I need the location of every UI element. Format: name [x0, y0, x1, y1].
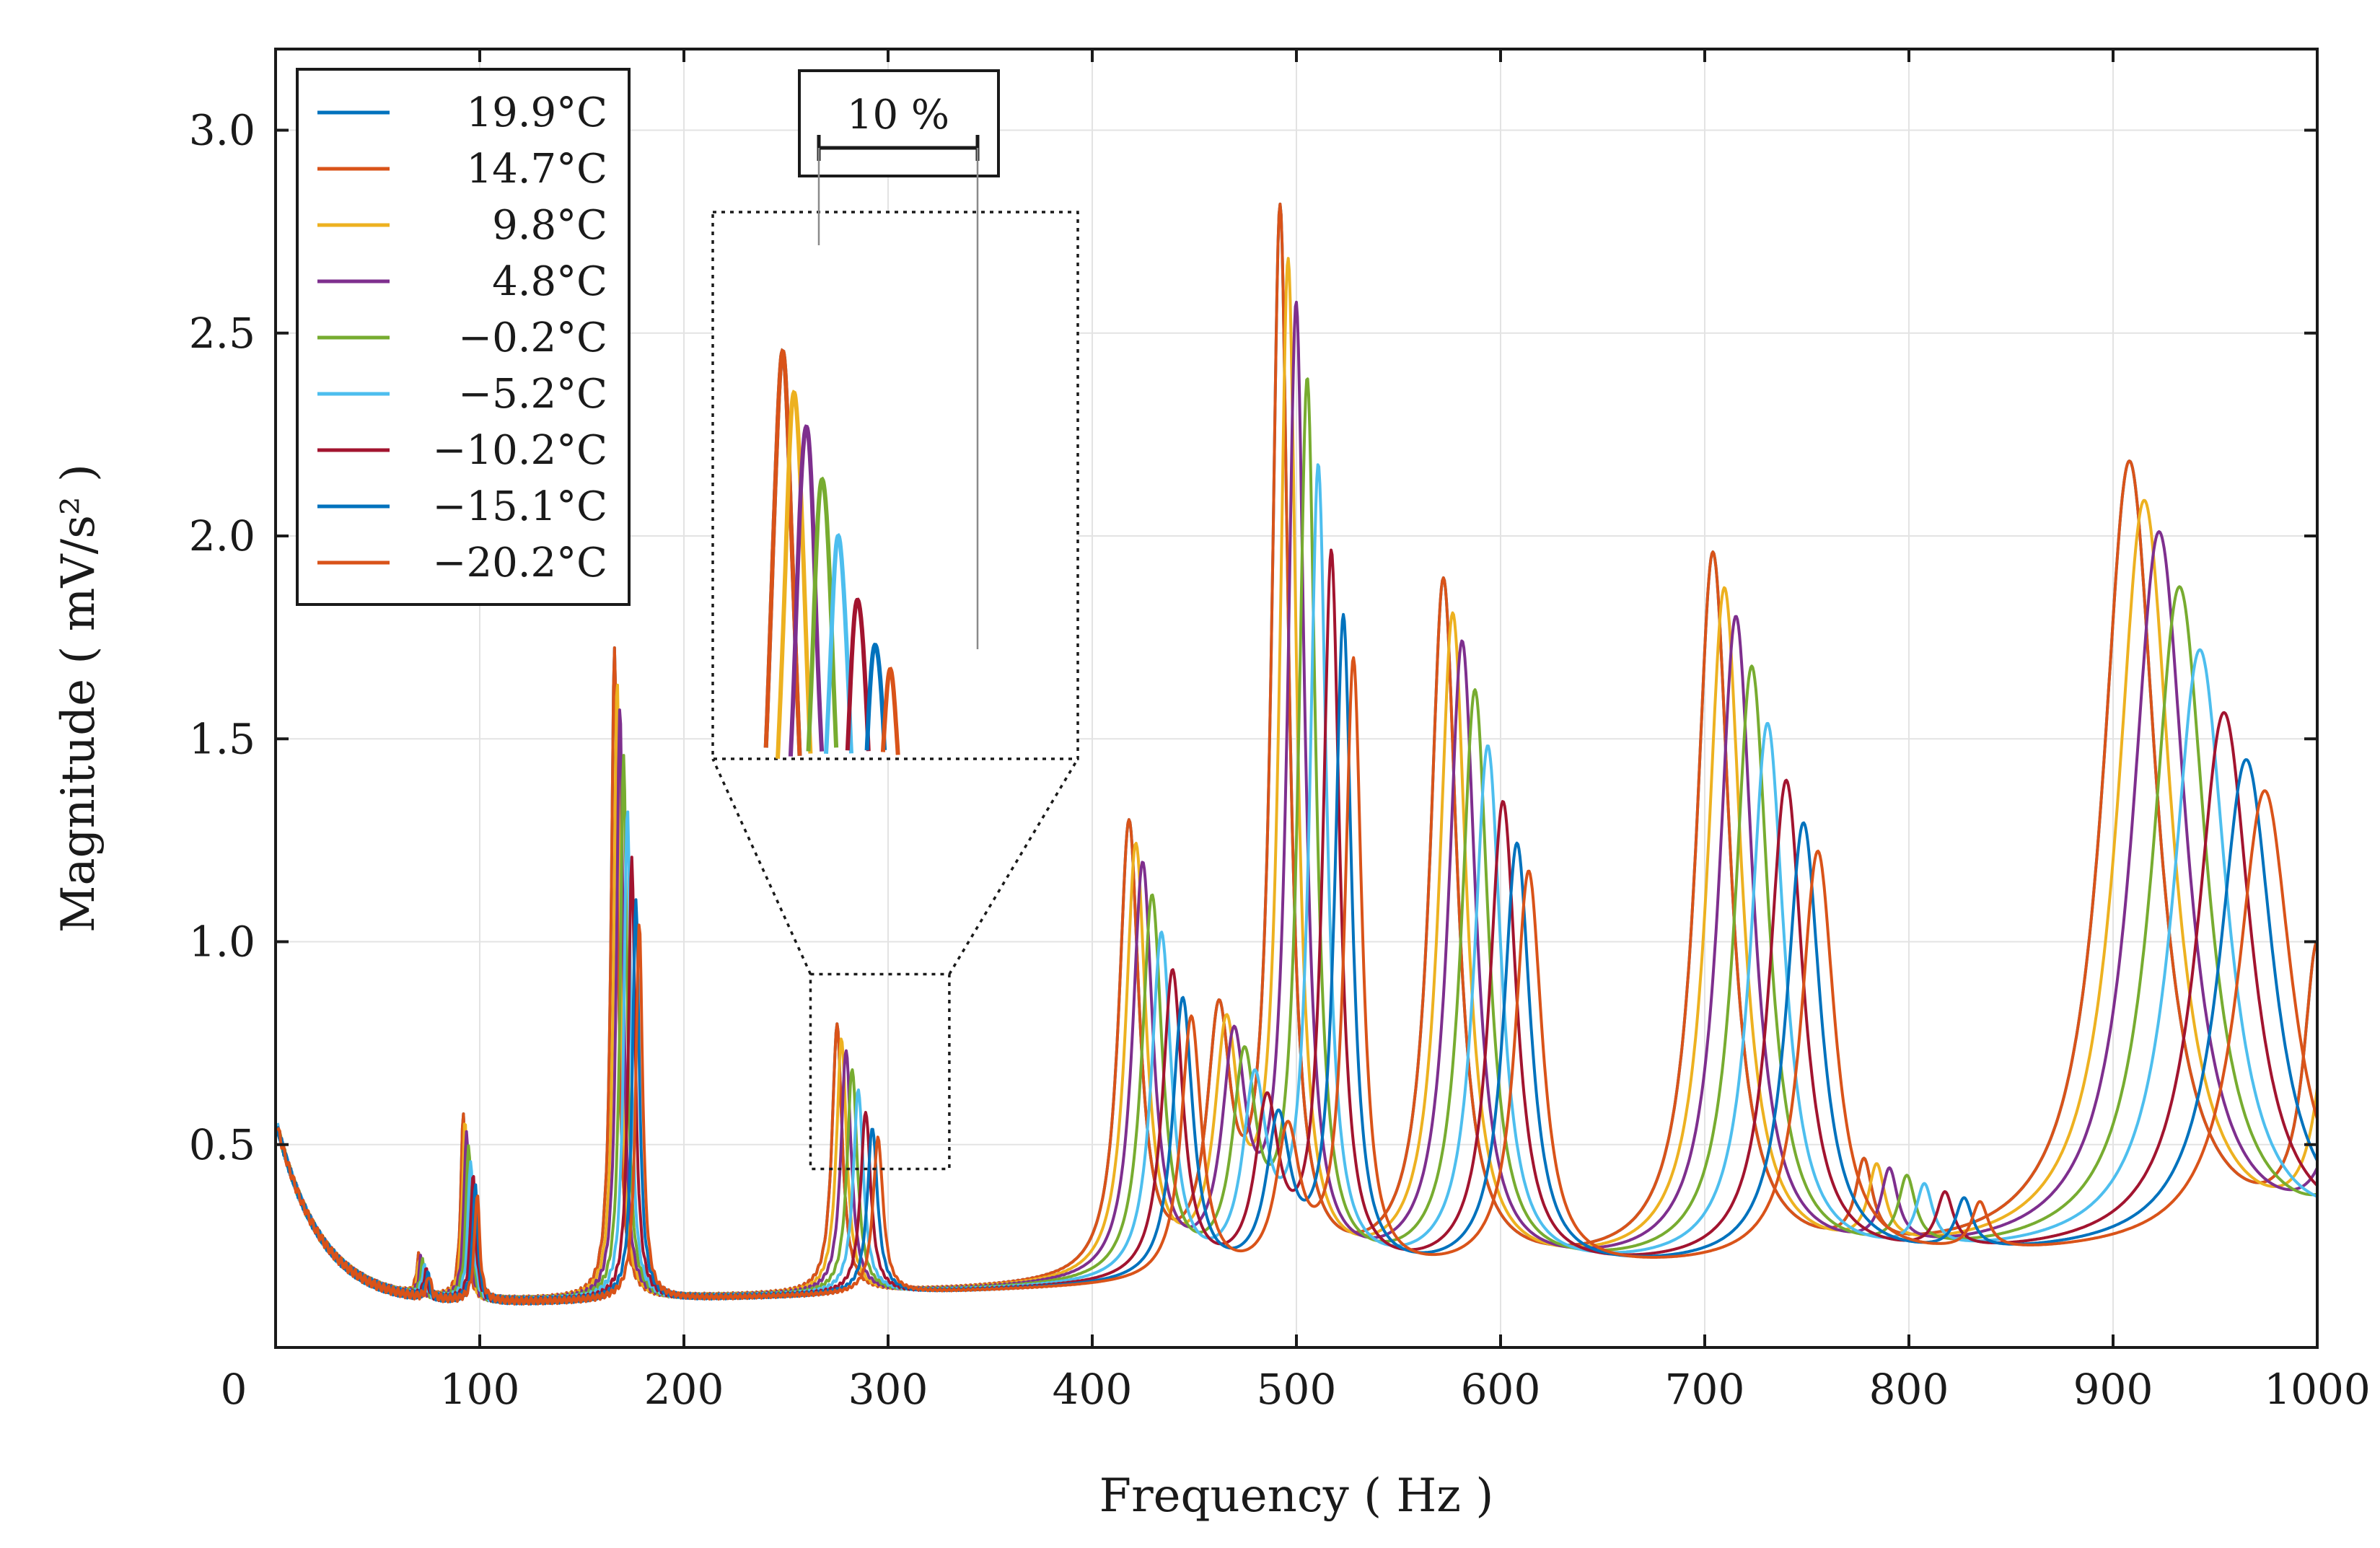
x-tick-label: 400 [1053, 1365, 1133, 1414]
scale-bar-box [798, 69, 1000, 177]
legend-label: −5.2°C [458, 371, 607, 418]
series-line [276, 300, 2317, 1305]
inset-series-line [763, 348, 802, 756]
x-tick-label: 200 [644, 1365, 724, 1414]
x-tick-label: 600 [1461, 1365, 1541, 1414]
series-line [276, 548, 2317, 1306]
x-tick-label: 900 [2073, 1365, 2153, 1414]
legend-label: −0.2°C [458, 315, 607, 361]
zoom-inset [711, 211, 1079, 1171]
scale-bar-annotation: 10 % [798, 69, 1000, 649]
series-lines [276, 202, 2317, 1306]
x-tick-label: 100 [440, 1365, 520, 1414]
x-tick-label: 500 [1257, 1365, 1337, 1414]
inset-series [763, 348, 900, 759]
x-tick-label: 300 [848, 1365, 928, 1414]
axis-tick-labels: 0 100 200 300 400 500 600 700 800 900 1000 0.5 1.0 1.… [189, 106, 2371, 1415]
legend-label: −20.2°C [433, 540, 607, 586]
x-tick-label: 1000 [2264, 1365, 2371, 1414]
inset-series-line [864, 642, 887, 751]
y-axis-title: Magnitude ( mV/s² ) [52, 464, 105, 933]
inset-series-line [880, 667, 900, 755]
legend-label: −15.1°C [433, 483, 607, 530]
x-tick-label: 0 [221, 1365, 247, 1414]
legend-label: 14.7°C [466, 146, 607, 193]
legend-label: −10.2°C [433, 427, 607, 474]
legend-label: 19.9°C [466, 89, 607, 136]
inset-series-line [776, 390, 813, 759]
y-tick-label: 0.5 [189, 1120, 255, 1169]
x-tick-label: 700 [1665, 1365, 1745, 1414]
inset-series-line [788, 424, 825, 757]
y-tick-label: 2.0 [189, 511, 255, 560]
series-line [276, 656, 2317, 1306]
scale-bar-label: 10 % [847, 92, 949, 138]
inset-series-line [845, 597, 871, 752]
y-tick-label: 2.5 [189, 309, 255, 358]
legend-label: 9.8°C [492, 202, 607, 249]
x-axis-title: Frequency ( Hz ) [1099, 1469, 1494, 1523]
y-tick-label: 3.0 [189, 106, 255, 155]
y-tick-label: 1.5 [189, 714, 255, 763]
series-line [276, 377, 2317, 1305]
axis-ticks [274, 49, 2319, 1347]
inset-series-line [824, 532, 853, 755]
y-tick-label: 1.0 [189, 918, 255, 967]
inset-source-box [809, 972, 951, 1171]
inset-connector-right [948, 758, 1079, 975]
series-line [276, 612, 2317, 1306]
legend-label: 4.8°C [492, 258, 607, 305]
legend: 19.9°C 14.7°C 9.8°C 4.8°C −0.2°C −5.2°C −10.2°… [296, 68, 631, 606]
x-tick-label: 800 [1869, 1365, 1949, 1414]
